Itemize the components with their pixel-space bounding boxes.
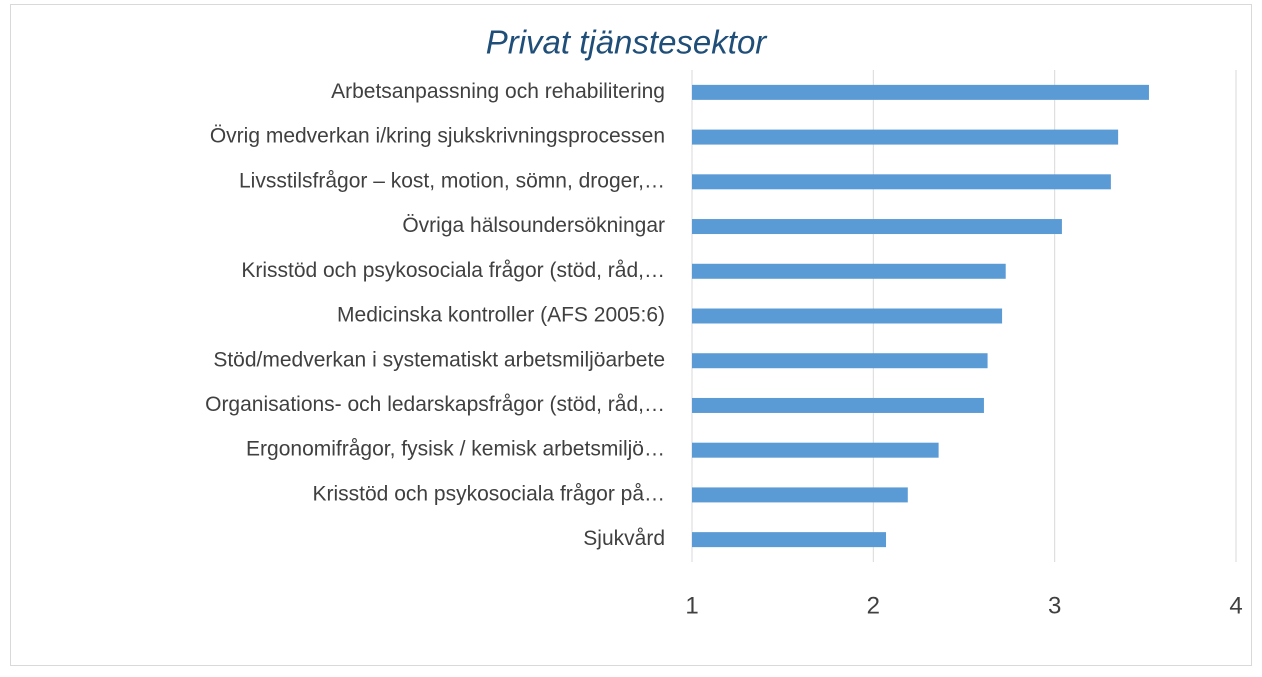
bar — [692, 353, 988, 369]
bar — [692, 532, 887, 548]
chart-title: Privat tjänstesektor — [486, 24, 769, 61]
y-tick-label: Livsstilsfrågor – kost, motion, sömn, dr… — [239, 169, 665, 192]
bar — [692, 308, 1003, 324]
bar — [692, 219, 1062, 235]
y-tick-label: Övriga hälsoundersökningar — [402, 214, 665, 237]
x-tick-label: 1 — [685, 592, 698, 619]
y-tick-label: Krisstöd och psykosociala frågor (stöd, … — [241, 259, 665, 282]
x-tick-label: 4 — [1229, 592, 1242, 619]
bar — [692, 263, 1006, 279]
y-tick-label: Organisations- och ledarskapsfrågor (stö… — [205, 393, 665, 416]
x-tick-label: 2 — [867, 592, 880, 619]
x-tick-label: 3 — [1048, 592, 1061, 619]
y-tick-label: Övrig medverkan i/kring sjukskrivningspr… — [210, 125, 665, 148]
y-tick-label: Stöd/medverkan i systematiskt arbetsmilj… — [213, 348, 665, 371]
y-tick-label: Arbetsanpassning och rehabilitering — [331, 80, 665, 103]
bar — [692, 129, 1119, 145]
bar — [692, 442, 939, 458]
chart-border — [10, 4, 1252, 666]
y-tick-label: Medicinska kontroller (AFS 2005:6) — [337, 304, 665, 327]
bar — [692, 397, 984, 413]
y-tick-label: Ergonomifrågor, fysisk / kemisk arbetsmi… — [246, 438, 665, 461]
y-tick-label: Sjukvård — [583, 527, 665, 550]
bar — [692, 84, 1149, 100]
bar — [692, 487, 908, 503]
y-tick-label: Krisstöd och psykosociala frågor på… — [313, 482, 666, 505]
bar — [692, 174, 1111, 190]
